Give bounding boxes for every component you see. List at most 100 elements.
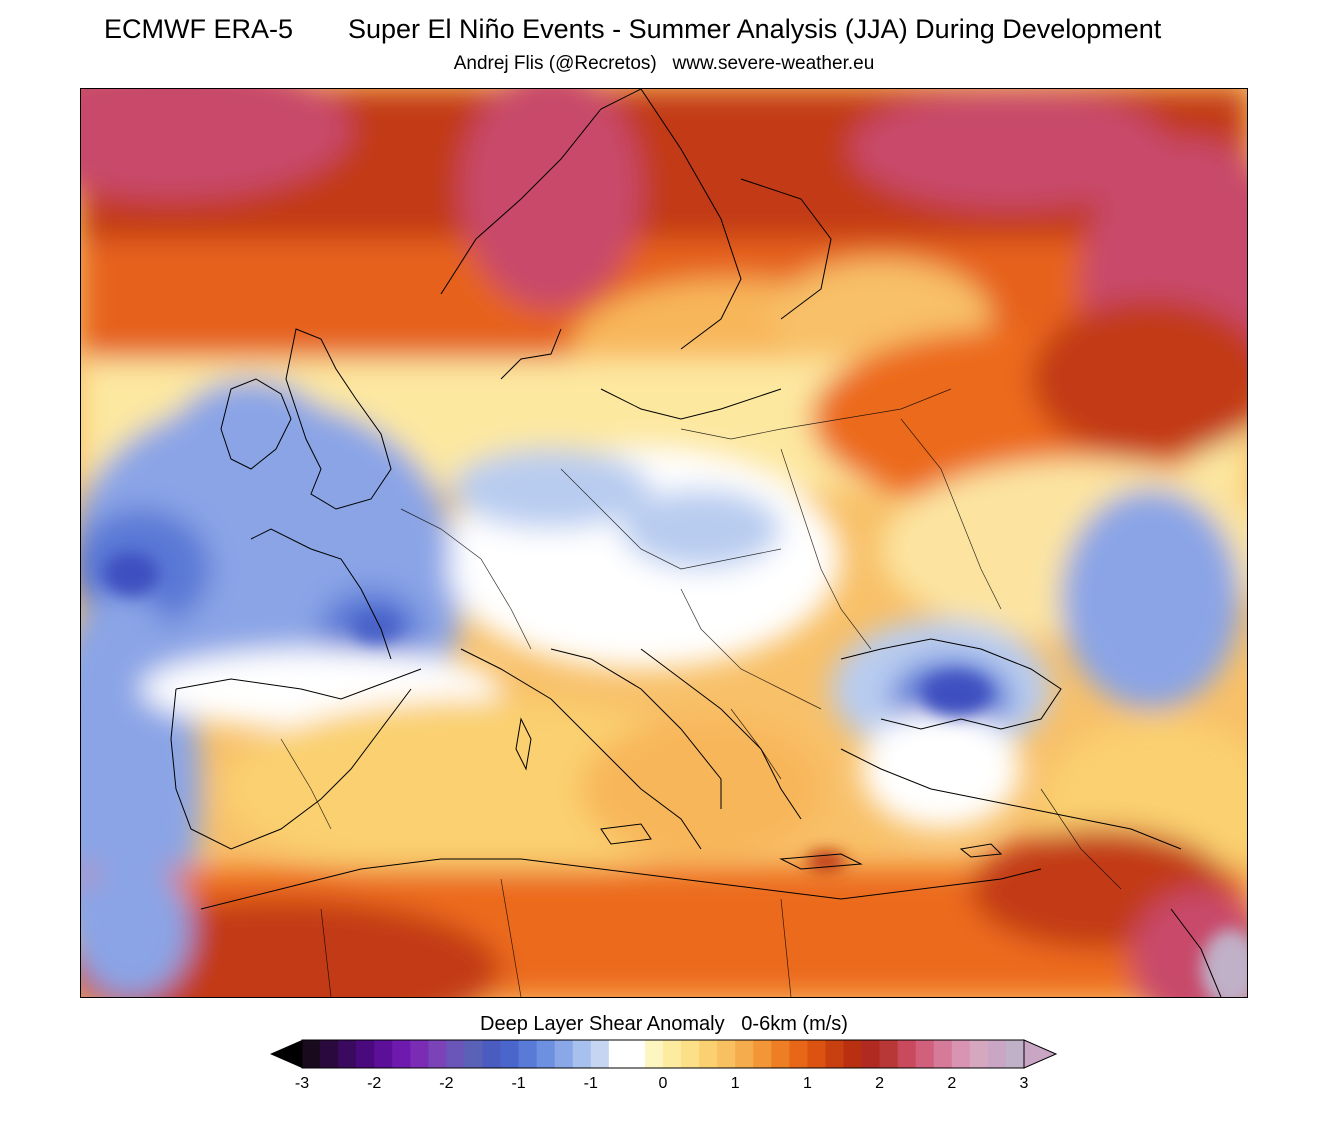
credit-line: Andrej Flis (@Recretos) www.severe-weath… — [453, 53, 875, 74]
border-baltic — [680, 388, 952, 440]
italy-east-coast — [550, 648, 722, 809]
legend-swatch — [861, 1040, 881, 1068]
sicily-coast — [600, 823, 652, 845]
legend-swatch — [753, 1040, 772, 1068]
anatolia-coast — [840, 748, 1182, 850]
legend-swatch — [987, 1040, 1007, 1068]
legend-swatch — [789, 1040, 808, 1068]
border-libya-egypt — [780, 898, 792, 997]
legend-swatch — [717, 1040, 736, 1068]
norway-extreme — [461, 89, 641, 309]
border-central — [560, 468, 782, 570]
legend-swatch — [644, 1040, 664, 1068]
legend-tick-label: 3 — [1019, 1075, 1029, 1092]
legend-tick-label: -1 — [511, 1075, 526, 1092]
legend-ticks: -3 -2 -2 -1 -1 0 1 1 2 2 3 — [0, 1075, 1328, 1097]
legend-swatch — [536, 1040, 556, 1068]
legend-under-arrow — [270, 1040, 302, 1068]
color-legend — [270, 1038, 1060, 1070]
legend-swatch — [681, 1040, 700, 1068]
czech-weak-negative — [621, 489, 781, 569]
legend-over-arrow — [1023, 1039, 1058, 1069]
legend-swatch — [482, 1040, 502, 1068]
border-morocco-algeria — [320, 908, 332, 997]
legend-title: Deep Layer Shear Anomaly 0-6km (m/s) — [480, 1013, 848, 1035]
legend-swatch — [663, 1040, 682, 1068]
border-france-germany — [400, 508, 532, 650]
legend-swatch — [825, 1040, 844, 1068]
legend-swatch — [518, 1040, 538, 1068]
border-poland-ukraine — [780, 448, 872, 650]
border-danube — [680, 588, 822, 710]
border-turkey-syria — [1040, 788, 1122, 890]
coastlines — [170, 89, 1222, 997]
map-title: Super El Niño Events - Summer Analysis (… — [348, 14, 1162, 44]
borders — [280, 388, 1122, 997]
anomaly-field — [81, 89, 1247, 997]
legend-swatch — [410, 1040, 429, 1068]
volga-negative — [1061, 489, 1241, 709]
map-canvas — [81, 89, 1247, 997]
legend-tick-label: -2 — [439, 1075, 454, 1092]
crete-coast — [779, 853, 863, 870]
denmark-coast — [500, 328, 562, 380]
legend-tick-label: 1 — [802, 1075, 812, 1092]
legend-swatch — [446, 1040, 465, 1068]
legend-tick-label: -1 — [583, 1075, 598, 1092]
atlantic-core — [103, 552, 159, 596]
legend-swatch — [500, 1040, 520, 1068]
source-label: ECMWF ERA-5 — [104, 14, 293, 44]
legend-swatch — [428, 1040, 447, 1068]
black-sea-coast — [840, 638, 1062, 730]
legend-tick-label: -2 — [367, 1075, 382, 1092]
legend-swatch — [464, 1040, 483, 1068]
legend-swatch — [572, 1040, 592, 1068]
legend-tick-label: 1 — [730, 1075, 740, 1092]
legend-tick-label: 2 — [875, 1075, 885, 1092]
italy-moderate — [581, 719, 821, 859]
cyprus-coast — [959, 843, 1003, 858]
anomaly-map — [80, 88, 1248, 998]
legend-swatch — [969, 1040, 989, 1068]
legend-swatch — [320, 1040, 339, 1068]
legend-swatch — [338, 1040, 357, 1068]
sweden-coast — [640, 89, 742, 350]
legend-swatch — [843, 1040, 863, 1068]
legend-swatch — [951, 1040, 971, 1068]
baltic-south-coast — [600, 388, 782, 420]
iberia-north-coast — [175, 668, 422, 700]
legend-swatch — [1005, 1040, 1025, 1068]
title-row: ECMWF ERA-5 Super El Niño Events - Summe… — [0, 14, 1328, 48]
germany-weak-negative — [451, 449, 651, 529]
legend-swatch — [626, 1040, 646, 1068]
legend-swatch — [807, 1040, 826, 1068]
black-sea-core — [921, 672, 991, 716]
legend-swatch — [356, 1040, 375, 1068]
france-core — [352, 611, 400, 643]
legend-swatch — [392, 1040, 411, 1068]
anomaly-detail — [103, 552, 1247, 997]
legend-bar — [270, 1039, 1058, 1069]
legend-swatch — [879, 1040, 899, 1068]
legend-swatch — [302, 1040, 321, 1068]
britain-coast — [285, 328, 392, 510]
red-sea-coast — [1170, 908, 1222, 997]
legend-swatch — [735, 1040, 754, 1068]
east-very-strong — [1031, 299, 1247, 459]
legend-swatch — [915, 1040, 935, 1068]
aegean-neutral — [861, 709, 1021, 829]
border-spain-portugal — [280, 738, 332, 830]
legend-swatch — [897, 1040, 917, 1068]
legend-swatch — [933, 1040, 953, 1068]
finland-coast — [740, 178, 832, 320]
legend-border — [301, 1039, 1025, 1069]
norway-coast — [440, 89, 642, 295]
ireland-negative — [171, 379, 331, 499]
border-algeria-libya — [500, 878, 522, 997]
canary-negative — [81, 859, 191, 997]
sardinia-coast — [515, 717, 532, 771]
france-west-coast — [250, 528, 392, 660]
legend-swatch — [699, 1040, 718, 1068]
legend-swatch — [771, 1040, 790, 1068]
border-belarus-russia — [900, 418, 1002, 610]
